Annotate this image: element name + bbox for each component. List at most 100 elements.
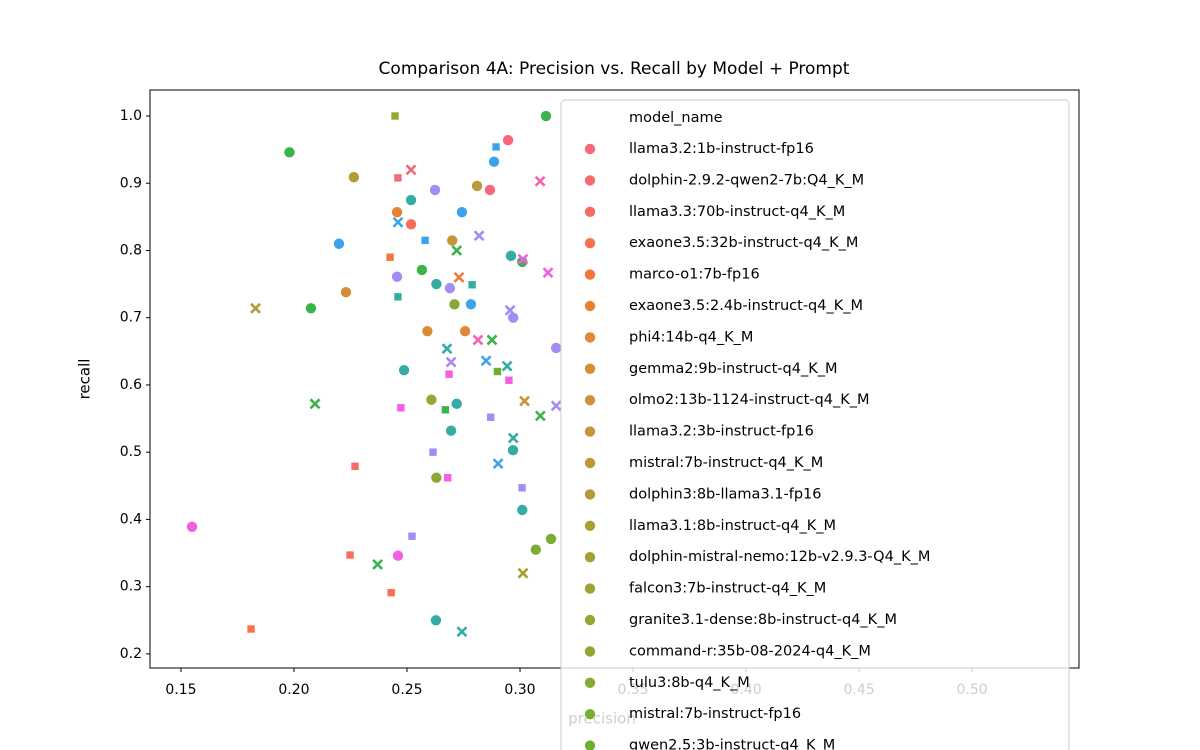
legend-label: exaone3.5:32b-instruct-q4_K_M [629, 235, 858, 251]
legend-label: dolphin-2.9.2-qwen2-7b:Q4_K_M [629, 172, 864, 188]
legend-marker [584, 739, 596, 750]
point [467, 280, 477, 290]
point [445, 424, 457, 437]
point [405, 218, 417, 231]
point [340, 286, 352, 298]
point [305, 302, 317, 315]
legend-marker [584, 362, 596, 375]
point [428, 447, 438, 457]
point [542, 267, 554, 279]
y-tick-label: 0.7 [120, 310, 142, 326]
legend-label: marco-o1:7b-fp16 [629, 267, 760, 283]
legend-label: exaone3.5:2.4b-instruct-q4_K_M [629, 298, 863, 314]
point [473, 230, 485, 242]
point [530, 543, 542, 556]
legend-marker [584, 676, 596, 689]
point [448, 298, 461, 311]
point [391, 206, 403, 218]
point [421, 325, 434, 337]
point [507, 444, 519, 456]
point [405, 164, 417, 176]
chart-title: Comparison 4A: Precision vs. Recall by M… [379, 59, 850, 79]
legend-title: model_name [629, 110, 723, 126]
point [517, 483, 527, 493]
legend-marker [584, 394, 596, 407]
legend-marker [584, 331, 596, 344]
x-tick-label: 0.25 [391, 682, 422, 698]
legend-marker [584, 488, 596, 501]
y-tick-label: 0.5 [120, 444, 142, 460]
x-tick-label: 0.30 [504, 682, 535, 698]
point [425, 393, 438, 406]
point [441, 405, 450, 415]
point [517, 253, 529, 265]
point [486, 334, 498, 346]
legend-label: dolphin-mistral-nemo:12b-v2.9.3-Q4_K_M [629, 549, 930, 565]
legend-marker [584, 237, 596, 249]
legend-marker [584, 300, 596, 312]
legend-marker [584, 645, 596, 658]
y-tick-label: 0.9 [120, 175, 142, 191]
legend-marker [584, 457, 596, 469]
point [348, 171, 360, 184]
point [350, 462, 360, 471]
point [390, 111, 400, 121]
point [450, 397, 463, 410]
point [456, 206, 468, 218]
point [550, 342, 562, 354]
point [516, 256, 529, 268]
point [507, 432, 519, 444]
point [444, 369, 454, 379]
point [480, 355, 492, 367]
point [430, 471, 443, 484]
point [393, 173, 403, 183]
legend-label: phi4:14b-q4_K_M [629, 329, 753, 345]
legend: model_name llama3.2:1b-instruct-fp16 dolph… [560, 99, 1070, 750]
y-tick-label: 0.4 [120, 511, 142, 527]
legend-marker [584, 519, 596, 532]
y-tick-label: 0.6 [120, 377, 142, 393]
point [345, 550, 355, 560]
point [420, 236, 430, 245]
point [472, 334, 484, 346]
point [309, 398, 321, 410]
legend-label: llama3.3:70b-instruct-q4_K_M [629, 204, 845, 220]
point [446, 234, 459, 247]
legend-label: olmo2:13b-1124-instruct-q4_K_M [629, 392, 869, 408]
point [534, 410, 546, 422]
y-axis-label: recall [76, 359, 94, 400]
legend-label: dolphin3:8b-llama3.1-fp16 [629, 486, 822, 502]
point [459, 325, 471, 337]
point [493, 367, 502, 376]
point [540, 110, 552, 122]
legend-label: qwen2.5:3b-instruct-q4_K_M [629, 738, 835, 750]
point [465, 298, 477, 311]
point [430, 278, 443, 290]
y-tick-label: 0.3 [120, 579, 142, 595]
legend-label: gemma2:9b-instruct-q4_K_M [629, 361, 837, 377]
legend-marker [584, 206, 596, 218]
x-tick-label: 0.15 [165, 682, 196, 698]
point [391, 270, 403, 283]
point [492, 458, 504, 470]
point [502, 134, 514, 147]
point [393, 292, 403, 302]
point [416, 264, 428, 276]
point [430, 614, 442, 627]
legend-marker [584, 551, 596, 564]
point [392, 216, 404, 228]
point [504, 304, 516, 316]
point [283, 146, 296, 159]
legend-marker [584, 582, 596, 595]
legend-box [560, 99, 1070, 750]
point [484, 184, 496, 196]
point [429, 184, 441, 196]
point [491, 142, 501, 152]
point [333, 237, 345, 250]
point [443, 473, 452, 483]
point [407, 531, 417, 541]
point [396, 403, 406, 413]
point [456, 626, 468, 638]
legend-marker [584, 708, 596, 721]
